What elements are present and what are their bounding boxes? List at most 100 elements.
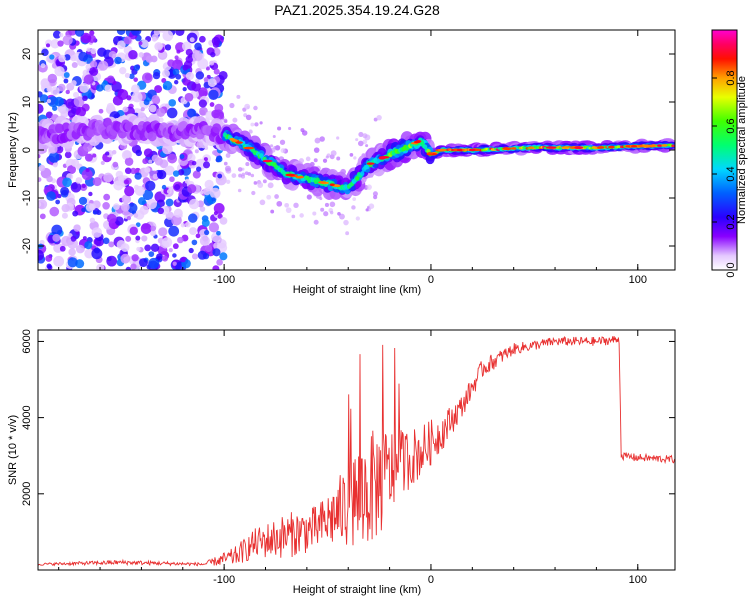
spectrogram-noise-blob: [140, 39, 149, 48]
spectrogram-noise-blob: [172, 243, 179, 250]
spectrogram-faint-dot: [357, 140, 364, 147]
spectrogram-noise-blob: [123, 179, 129, 185]
spectrogram-noise-blob: [168, 225, 180, 237]
spectrogram-noise-blob: [209, 60, 215, 66]
spectrogram-noise-blob: [50, 86, 60, 96]
spectrogram-faint-dot: [231, 173, 237, 178]
x-tick-label: 0: [428, 574, 434, 586]
spectrogram-faint-dot: [291, 214, 296, 219]
spectrogram-noise-blob: [131, 91, 143, 103]
spectrogram-noise-blob: [39, 94, 49, 103]
spectrogram-faint-dot: [343, 219, 349, 226]
spectrogram-noise-blob: [157, 207, 165, 215]
spectrogram-noise-blob: [174, 79, 179, 85]
spectrogram-hot-spot: [426, 152, 434, 155]
spectrogram-noise-blob: [89, 30, 95, 36]
spectrogram-noise-blob: [122, 106, 129, 113]
spectrogram-faint-dot: [253, 181, 258, 185]
spectrogram-noise-blob: [199, 106, 208, 116]
spectrogram-noise-blob: [203, 187, 211, 196]
spectrogram-noise-blob: [78, 51, 88, 62]
spectrogram-noise-blob: [167, 153, 178, 164]
spectrogram-noise-blob: [124, 157, 134, 166]
spectrogram-hot-spot: [243, 146, 255, 150]
spectrogram-noise-blob: [38, 249, 44, 261]
spectrogram-noise-blob: [162, 143, 173, 155]
spectrogram-faint-dot: [272, 134, 276, 138]
spectrogram-noise-blob: [203, 77, 209, 82]
spectrogram-faint-dot: [352, 197, 357, 201]
spectrogram-noise-blob: [166, 107, 178, 119]
spectrogram-noise-blob: [63, 78, 69, 84]
spectrogram-noise-blob: [219, 216, 228, 225]
spectrogram-faint-dot: [250, 122, 255, 127]
spectrogram-noise-blob: [210, 51, 216, 58]
spectrogram-noise-blob: [172, 253, 177, 258]
spectrogram-noise-blob: [174, 184, 181, 191]
spectrogram-noise-blob: [127, 202, 138, 214]
spectrogram-noise-blob: [48, 152, 60, 163]
spectrogram-noise-blob: [98, 108, 104, 114]
colorbar-tick-label: 0.0: [725, 262, 737, 277]
spectrogram-hot-spot: [366, 162, 375, 165]
spectrogram-faint-dot: [319, 197, 323, 201]
spectrogram-noise-blob: [81, 207, 86, 213]
spectrogram-noise-blob: [71, 61, 78, 68]
y-tick-label: -10: [21, 190, 33, 206]
spectrogram-faint-dot: [245, 114, 252, 121]
spectrogram-faint-dot: [368, 203, 375, 209]
spectrogram-faint-dot: [365, 144, 369, 148]
spectrogram-noise-blob: [179, 154, 185, 159]
spectrogram-hot-spot: [318, 181, 327, 184]
spectrogram-noise-blob: [197, 58, 209, 70]
spectrogram-noise-blob: [46, 98, 52, 104]
spectrogram-noise-blob: [148, 257, 160, 269]
spectrogram-hot-spot: [262, 159, 273, 163]
spectrogram-noise-blob: [49, 206, 60, 217]
colorbar-tick-label: 0.4: [725, 166, 737, 181]
spectrogram-faint-dot: [313, 147, 320, 153]
spectrogram-noise-blob: [144, 166, 151, 173]
spectrogram-faint-dot: [306, 194, 312, 200]
spectrogram-noise-blob: [139, 205, 149, 215]
spectrogram-noise-blob: [195, 233, 201, 239]
spectrogram-ridge-mark: [147, 131, 157, 142]
spectrogram-noise-blob: [199, 235, 210, 246]
spectrogram-faint-dot: [313, 219, 319, 225]
spectrogram-noise-blob: [130, 30, 142, 36]
colorbar-tick-label: 0.6: [725, 118, 737, 133]
spectrogram-noise-blob: [191, 253, 199, 260]
spectrogram-noise-blob: [52, 162, 58, 168]
spectrogram-noise-blob: [102, 202, 110, 210]
spectrogram-hot-spot: [329, 183, 335, 186]
spectrogram-noise-blob: [71, 159, 80, 168]
spectrogram-noise-blob: [199, 190, 204, 195]
spectrogram-faint-dot: [251, 190, 256, 196]
spectrogram-noise-blob: [217, 173, 223, 179]
spectrogram-noise-blob: [216, 258, 223, 266]
spectrogram-noise-blob: [55, 199, 61, 205]
spectrogram-noise-blob: [104, 84, 113, 92]
spectrogram-noise-blob: [136, 246, 141, 252]
spectrogram-noise-blob: [150, 225, 157, 232]
snr-panel: -100 0 100 2000 4000 6000 Height of straight…: [7, 329, 676, 596]
spectrogram-faint-dot: [279, 139, 286, 145]
spectrogram-noise-blob: [59, 245, 66, 252]
spectrogram-noise-blob: [174, 55, 179, 60]
spectrogram-noise-blob: [216, 230, 221, 236]
y-tick-label: 20: [21, 48, 33, 60]
spectrogram-noise-blob: [198, 35, 206, 43]
spectrogram-faint-dot: [349, 153, 354, 157]
spectrogram-noise-blob: [156, 107, 166, 118]
spectrogram-noise-blob: [189, 37, 195, 43]
colorbar-ticks: 0.0 0.2 0.4 0.6 0.8: [712, 70, 737, 278]
spectrogram-noise-blob: [182, 64, 189, 71]
spectrogram-noise-blob: [204, 244, 213, 253]
spectrogram-noise-blob: [150, 243, 160, 252]
spectrogram-noise-blob: [124, 186, 135, 197]
spectrogram-faint-dot: [241, 172, 246, 177]
spectrogram-faint-dot: [244, 171, 249, 176]
spectrogram-faint-dot: [319, 136, 325, 142]
spectrogram-faint-dot: [313, 158, 318, 163]
y-tick-label: 4000: [21, 405, 33, 429]
